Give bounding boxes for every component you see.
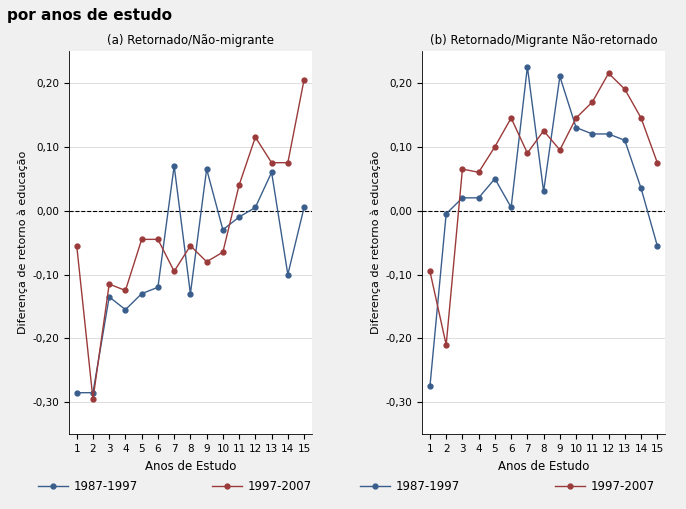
Line: 1997-2007: 1997-2007 [427, 71, 660, 347]
1987-1997 [637, 185, 645, 191]
1987-1997 [235, 214, 244, 220]
1987-1997 [458, 195, 466, 201]
1987-1997 [89, 390, 97, 396]
1987-1997 [219, 227, 227, 233]
1987-1997 [284, 271, 292, 277]
1987-1997 [442, 211, 450, 217]
1987-1997 [539, 188, 547, 194]
1997-2007 [251, 134, 259, 140]
1987-1997 [154, 284, 162, 290]
1997-2007 [187, 243, 195, 249]
1987-1997 [300, 205, 308, 211]
1997-2007 [588, 99, 596, 105]
1987-1997 [523, 64, 532, 70]
X-axis label: Anos de Estudo: Anos de Estudo [498, 460, 589, 472]
1997-2007 [121, 288, 130, 294]
1997-2007 [604, 70, 613, 76]
Line: 1987-1997: 1987-1997 [74, 163, 307, 395]
1997-2007 [458, 166, 466, 172]
1997-2007 [300, 76, 308, 82]
1987-1997 [105, 294, 113, 300]
1997-2007 [426, 268, 434, 274]
1997-2007 [219, 249, 227, 255]
Text: por anos de estudo: por anos de estudo [7, 8, 172, 22]
1987-1997 [490, 176, 499, 182]
1987-1997 [621, 137, 629, 144]
1997-2007 [621, 86, 629, 92]
X-axis label: Anos de Estudo: Anos de Estudo [145, 460, 236, 472]
Line: 1987-1997: 1987-1997 [427, 65, 660, 389]
1997-2007 [490, 144, 499, 150]
1997-2007 [105, 281, 113, 287]
1987-1997 [268, 169, 276, 175]
1987-1997 [475, 195, 483, 201]
Legend: 1987-1997, 1997-2007: 1987-1997, 1997-2007 [34, 475, 316, 498]
1987-1997 [507, 205, 515, 211]
1987-1997 [604, 131, 613, 137]
1987-1997 [121, 306, 130, 313]
1997-2007 [523, 150, 532, 156]
1997-2007 [637, 115, 645, 121]
1987-1997 [187, 291, 195, 297]
1997-2007 [556, 147, 564, 153]
1997-2007 [539, 128, 547, 134]
1987-1997 [572, 125, 580, 131]
1987-1997 [170, 163, 178, 169]
1987-1997 [138, 291, 146, 297]
1997-2007 [73, 243, 81, 249]
1997-2007 [202, 259, 211, 265]
1997-2007 [442, 342, 450, 348]
1987-1997 [73, 390, 81, 396]
1987-1997 [588, 131, 596, 137]
1987-1997 [426, 383, 434, 389]
1997-2007 [154, 236, 162, 242]
Line: 1997-2007: 1997-2007 [74, 77, 307, 402]
1997-2007 [507, 115, 515, 121]
1997-2007 [284, 160, 292, 166]
1987-1997 [556, 73, 564, 79]
1997-2007 [170, 268, 178, 274]
1987-1997 [202, 166, 211, 172]
Y-axis label: Diferença de retorno à educação: Diferença de retorno à educação [17, 151, 28, 334]
1997-2007 [89, 396, 97, 402]
1997-2007 [653, 160, 661, 166]
1997-2007 [475, 169, 483, 175]
Legend: 1987-1997, 1997-2007: 1987-1997, 1997-2007 [356, 475, 659, 498]
1987-1997 [251, 205, 259, 211]
1997-2007 [235, 182, 244, 188]
Title: (a) Retornado/Não-migrante: (a) Retornado/Não-migrante [107, 34, 274, 47]
1997-2007 [138, 236, 146, 242]
1997-2007 [572, 115, 580, 121]
Y-axis label: Diferença de retorno à educação: Diferença de retorno à educação [370, 151, 381, 334]
Title: (b) Retornado/Migrante Não-retornado: (b) Retornado/Migrante Não-retornado [430, 34, 657, 47]
1987-1997 [653, 243, 661, 249]
1997-2007 [268, 160, 276, 166]
